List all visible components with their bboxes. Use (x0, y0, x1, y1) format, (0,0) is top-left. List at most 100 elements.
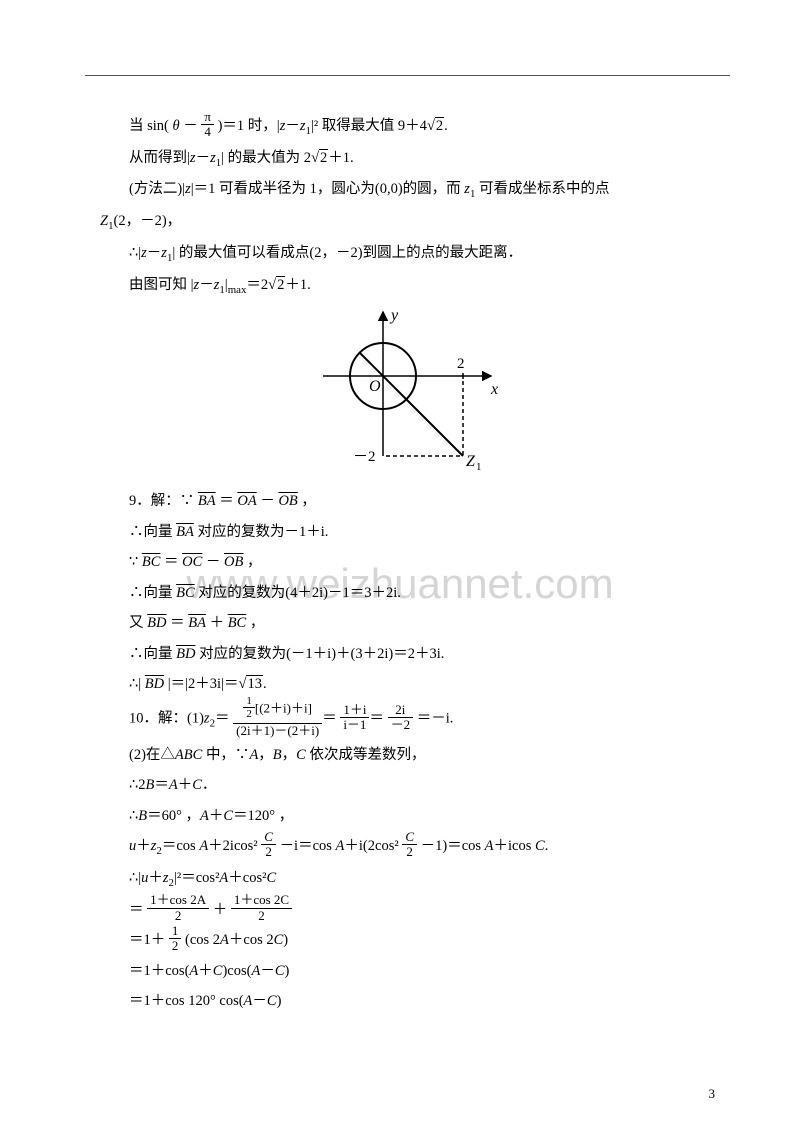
text-line: 从而得到|z－z1| 的最大值为 2√2＋1. (100, 143, 715, 175)
text: ＋cos 2 (229, 932, 274, 948)
text: (方法二)| (129, 181, 185, 197)
text: . (444, 118, 448, 134)
fraction: 12 (169, 924, 182, 954)
axis-x-label: x (490, 381, 498, 398)
text: ＋2icos² (208, 838, 257, 854)
text: ＝cos (162, 838, 199, 854)
text: ∴| (129, 676, 145, 692)
text-line: 当 sin( θ － π4 )＝1 时，|z－z1|² 取得最大值 9＋4√2. (100, 111, 715, 143)
var-theta: θ (173, 118, 180, 134)
point-z1: Z (466, 453, 476, 470)
document-page: 当 sin( θ － π4 )＝1 时，|z－z1|² 取得最大值 9＋4√2.… (0, 0, 800, 1056)
point-z1-sub: 1 (476, 461, 482, 471)
text-line: ∴B＝60° ，A＋C＝120° ， (100, 801, 715, 831)
text: | 的最大值为 2 (221, 150, 311, 166)
text: ＝2 (246, 277, 268, 293)
text-line: (2)在△ABC 中，∵A，B，C 依次成等差数列， (100, 740, 715, 770)
text: ) (277, 993, 282, 1009)
text: |² 取得最大值 9＋4 (311, 118, 427, 134)
text-line: ∴向量 BD 对应的复数为(－1＋i)＋(3＋2i)＝2＋3i. (100, 639, 715, 669)
text: ∴2 (129, 777, 145, 793)
sqrt-arg: 13 (246, 675, 263, 692)
fraction: π4 (201, 110, 214, 140)
text: 又 (129, 615, 147, 631)
sqrt-arg: 2 (435, 117, 444, 134)
text: ＝1＋cos 120° cos( (129, 993, 244, 1009)
text-line: ∵ BC ＝ OC － OB ， (100, 547, 715, 577)
text-line: ∴|u＋z2|²＝cos²A＋cos²C (100, 863, 715, 895)
text: . (545, 838, 549, 854)
text: ∴| (129, 245, 141, 261)
text-line: u＋z2＝cos A＋2icos² C2 －i＝cos A＋i(2cos² C2… (100, 831, 715, 863)
axis-y-label: y (389, 307, 399, 324)
text: | 的最大值可以看成点(2，－2)到圆上的点的最大距离． (172, 245, 522, 261)
text: －1)＝cos (421, 838, 485, 854)
text: 9．解：∵ (129, 493, 198, 509)
text: ∵ (129, 554, 142, 570)
text: －i＝cos (280, 838, 336, 854)
text: ＋i(2cos² (344, 838, 398, 854)
fraction: 1＋cos 2A2 (147, 893, 209, 923)
text: ∴向量 (129, 646, 176, 662)
text: ∴ (129, 808, 138, 824)
text: ∴| (129, 870, 141, 886)
tick-2: 2 (457, 356, 465, 372)
tick-minus-2: －2 (353, 449, 376, 465)
text: 当 sin( (129, 118, 173, 134)
text: ＝1＋cos( (129, 963, 189, 979)
text: |＝|2＋3i|＝ (164, 676, 238, 692)
text-line: 又 BD ＝ BA ＋ BC ， (100, 608, 715, 638)
text: ∴向量 (129, 585, 176, 601)
text: )＝1 时，| (218, 118, 280, 134)
text: (cos 2 (185, 932, 220, 948)
text: 由图可知 | (129, 277, 194, 293)
text-line: Z1(2，－2)， (100, 206, 715, 238)
figure-complex-plane: y x O 2 －2 Z 1 (100, 306, 715, 476)
text-line: ∴2B＝A＋C． (100, 770, 715, 800)
text: 从而得到| (129, 150, 190, 166)
text: |²＝cos² (174, 870, 219, 886)
text: . (263, 676, 267, 692)
text: 10．解：(1) (129, 711, 204, 727)
text: (2)在△ (129, 747, 175, 763)
text-line: (方法二)|z|＝1 可看成半径为 1，圆心为(0,0)的圆，而 z1 可看成坐… (100, 174, 715, 206)
text: 对应的复数为－1＋i. (194, 524, 329, 540)
text-line: ＝ 1＋cos 2A2 ＋ 1＋cos 2C2 (100, 895, 715, 925)
text-line: ∴向量 BA 对应的复数为－1＋i. (100, 517, 715, 547)
text-line: ∴| BD |＝|2＋3i|＝√13. (100, 669, 715, 699)
sqrt-arg: 2 (276, 276, 285, 293)
text-line: ∴向量 BC 对应的复数为(4＋2i)－1＝3＋2i. (100, 578, 715, 608)
text: ＝60° ， (147, 808, 200, 824)
text: (2，－2)， (114, 213, 182, 229)
fraction: 1＋ii－1 (340, 703, 369, 733)
text-line: ＝1＋cos(A＋C)cos(A－C) (100, 956, 715, 986)
page-number: 3 (709, 1086, 716, 1102)
fraction: C2 (402, 830, 417, 860)
text: ＝120° ， (233, 808, 293, 824)
text: ＋cos² (228, 870, 266, 886)
text-line: 由图可知 |z－z1|max＝2√2＋1. (100, 270, 715, 302)
text: 中，∵ (202, 747, 249, 763)
text: 可看成坐标系中的点 (475, 181, 609, 197)
text: ＝－i. (417, 711, 454, 727)
text-line: 10．解：(1)z2＝ 12[(2＋i)＋i] (2i＋1)－(2＋i) ＝ 1… (100, 699, 715, 739)
text: |＝1 可看成半径为 1，圆心为(0,0)的圆，而 (191, 181, 465, 197)
text: ＋icos (494, 838, 535, 854)
text-line: ＝1＋ 12 (cos 2A＋cos 2C) (100, 925, 715, 955)
text: ) (284, 963, 289, 979)
text-line: ＝1＋cos 120° cos(A－C) (100, 986, 715, 1016)
fraction: 1＋cos 2C2 (231, 893, 292, 923)
text: 依次成等差数列， (306, 747, 426, 763)
fraction: 12[(2＋i)＋i] (2i＋1)－(2＋i) (233, 697, 322, 737)
text: ∴向量 (129, 524, 176, 540)
text-line: 9．解：∵ BA ＝ OA － OB ， (100, 486, 715, 516)
text: ＋1. (328, 150, 353, 166)
text: ． (202, 777, 217, 793)
text: ) (283, 932, 288, 948)
text: 对应的复数为(4＋2i)－1＝3＋2i. (195, 585, 401, 601)
text: 对应的复数为(－1＋i)＋(3＋2i)＝2＋3i. (195, 646, 444, 662)
fraction: 2i－2 (388, 703, 414, 733)
text: ＋1. (285, 277, 310, 293)
text: ＝1＋ (129, 932, 165, 948)
top-rule (85, 75, 730, 76)
